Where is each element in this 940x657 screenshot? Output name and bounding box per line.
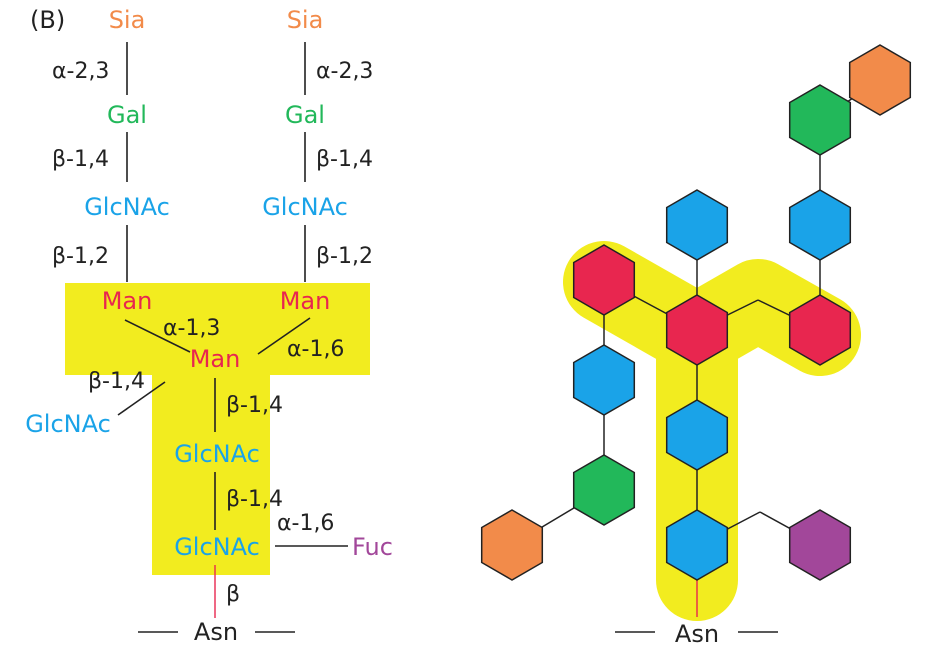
link-glcnac-man-right: β-1,2 <box>316 244 373 269</box>
gal-right-label: Gal <box>285 101 325 129</box>
glcnac-hexagon-core1 <box>665 399 729 471</box>
left-highlight <box>65 283 370 575</box>
glcnac-hexagon-left <box>572 344 636 416</box>
link-sia-gal-left: α-2,3 <box>52 59 109 84</box>
sia-hexagon-bottom-left <box>480 509 544 581</box>
man-hexagon-left <box>572 244 636 316</box>
asn-left-label: Asn <box>194 618 238 646</box>
link-gal-glcnac-right: β-1,4 <box>316 147 373 172</box>
glcnac-core1-label: GlcNAc <box>174 440 260 468</box>
link-sia-gal-right: α-2,3 <box>316 59 373 84</box>
glcnac-left-label: GlcNAc <box>84 193 170 221</box>
left-bonds <box>117 42 348 633</box>
panel-label: (B) <box>30 6 65 34</box>
glcnac-hexagon-upper-right <box>788 189 852 261</box>
link-man-core: β-1,4 <box>226 393 283 418</box>
link-glcnac-man-left: β-1,2 <box>52 244 109 269</box>
man-hexagon-right <box>788 294 852 366</box>
link-gal-glcnac-left: β-1,4 <box>52 147 109 172</box>
sia-right-label: Sia <box>287 6 324 34</box>
sia-left-label: Sia <box>109 6 146 34</box>
glcnac-bisect-label: GlcNAc <box>25 410 111 438</box>
glcnac-hexagon-core2 <box>665 509 729 581</box>
link-bisect: β-1,4 <box>88 369 145 394</box>
link-man-man-right: α-1,6 <box>287 337 344 362</box>
sia-hexagon-top-right <box>848 44 912 116</box>
gal-hexagon-lower <box>572 454 636 526</box>
gal-left-label: Gal <box>107 101 147 129</box>
glcnac-core2-label: GlcNAc <box>174 533 260 561</box>
link-core-core: β-1,4 <box>226 487 283 512</box>
link-man-man-left: α-1,3 <box>163 316 220 341</box>
right-residues <box>480 44 912 581</box>
fuc-label: Fuc <box>352 533 393 561</box>
man-center-label: Man <box>190 345 241 373</box>
gal-hexagon-upper <box>788 84 852 156</box>
glcnac-hexagon-upper-center <box>665 189 729 261</box>
asn-right-label: Asn <box>675 620 719 648</box>
man-right-label: Man <box>280 287 331 315</box>
fuc-hexagon <box>788 509 852 581</box>
left-linkages: α-2,3 α-2,3 β-1,4 β-1,4 β-1,2 β-1,2 α-1,… <box>52 59 373 607</box>
link-asn: β <box>226 582 240 607</box>
man-hexagon-center <box>665 294 729 366</box>
link-fuc: α-1,6 <box>277 511 334 536</box>
left-sugars: Sia Sia Gal Gal GlcNAc GlcNAc Man Man Ma… <box>25 6 393 561</box>
man-left-label: Man <box>102 287 153 315</box>
glcnac-right-label: GlcNAc <box>262 193 348 221</box>
